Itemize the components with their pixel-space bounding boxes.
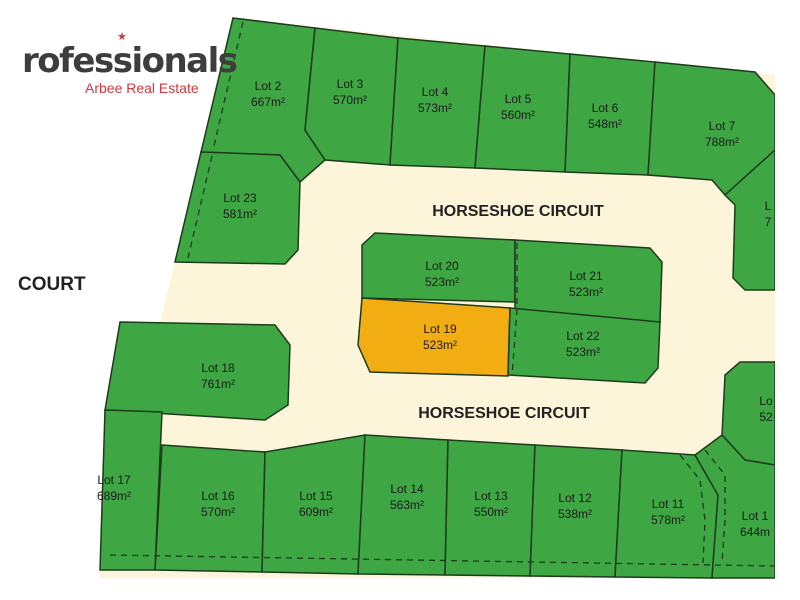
lot-area: 573m²	[418, 101, 452, 115]
lot-area: 538m²	[558, 507, 592, 521]
lot-name: Lot 11	[652, 497, 685, 511]
star-icon: ★	[117, 31, 127, 43]
lot-area: 570m²	[201, 505, 235, 519]
lot-name: Lot 22	[566, 329, 600, 343]
lot-lot-19[interactable]	[357, 297, 511, 377]
lot-area: 667m²	[251, 95, 285, 109]
lot-name: Lot 14	[390, 482, 424, 496]
lot-area: 689m²	[97, 489, 131, 503]
lot-name: Lot 19	[423, 322, 457, 336]
lot-area: 563m²	[390, 498, 424, 512]
lot-lot-20[interactable]	[361, 232, 516, 303]
lot-name: Lot 4	[422, 85, 449, 99]
lot-area: 523m²	[569, 285, 603, 299]
lot-name: Lot 5	[505, 92, 532, 106]
lot-area: 52	[759, 410, 773, 424]
lot-area: 644m	[740, 525, 770, 539]
lot-name: Lot 16	[201, 489, 235, 503]
lot-lot-21[interactable]	[514, 239, 663, 323]
logo-subtitle: Arbee Real Estate	[85, 80, 199, 96]
logo-text: rofessionals	[22, 41, 238, 81]
lot-area: 788m²	[705, 135, 739, 149]
lot-lot-22[interactable]	[507, 307, 661, 384]
lot-area: 523m²	[566, 345, 600, 359]
lot-area: 550m²	[474, 505, 508, 519]
lot-name: Lot 13	[474, 489, 508, 503]
lot-area: 609m²	[299, 505, 333, 519]
agency-logo: rofessionals ★ Arbee Real Estate	[22, 31, 238, 96]
page-edge	[775, 0, 800, 600]
lot-area: 581m²	[223, 207, 257, 221]
lot-name: Lo	[759, 394, 773, 408]
lot-name: Lot 12	[558, 491, 592, 505]
easement-lines	[109, 21, 776, 567]
lot-name: L	[765, 199, 772, 213]
lot-name: Lot 20	[425, 259, 459, 273]
lot-name: Lot 6	[592, 101, 619, 115]
lot-name: Lot 1	[742, 509, 769, 523]
road-label-bottom: HORSESHOE CIRCUIT	[418, 405, 590, 422]
lot-name: Lot 18	[201, 361, 235, 375]
road-label-court: COURT	[18, 274, 86, 295]
road-label-top: HORSESHOE CIRCUIT	[432, 203, 604, 220]
lot-name: Lot 23	[223, 191, 257, 205]
lot-name: Lot 3	[337, 77, 364, 91]
lot-name: Lot 21	[569, 269, 603, 283]
lot-name: Lot 15	[299, 489, 333, 503]
lot-area: 523m²	[423, 338, 457, 352]
lot-name: Lot 17	[97, 473, 131, 487]
lot-name: Lot 2	[255, 79, 282, 93]
lot-lot-3[interactable]	[304, 27, 399, 166]
lot-area: 578m²	[651, 513, 685, 527]
lot-area: 570m²	[333, 93, 367, 107]
lot-area: 761m²	[201, 377, 235, 391]
lot-area: 523m²	[425, 275, 459, 289]
lot-area: 548m²	[588, 117, 622, 131]
lot-name: Lot 7	[709, 119, 736, 133]
lot-lot-18[interactable]	[104, 321, 291, 421]
lot-area: 7	[765, 215, 772, 229]
lot-area: 560m²	[501, 108, 535, 122]
